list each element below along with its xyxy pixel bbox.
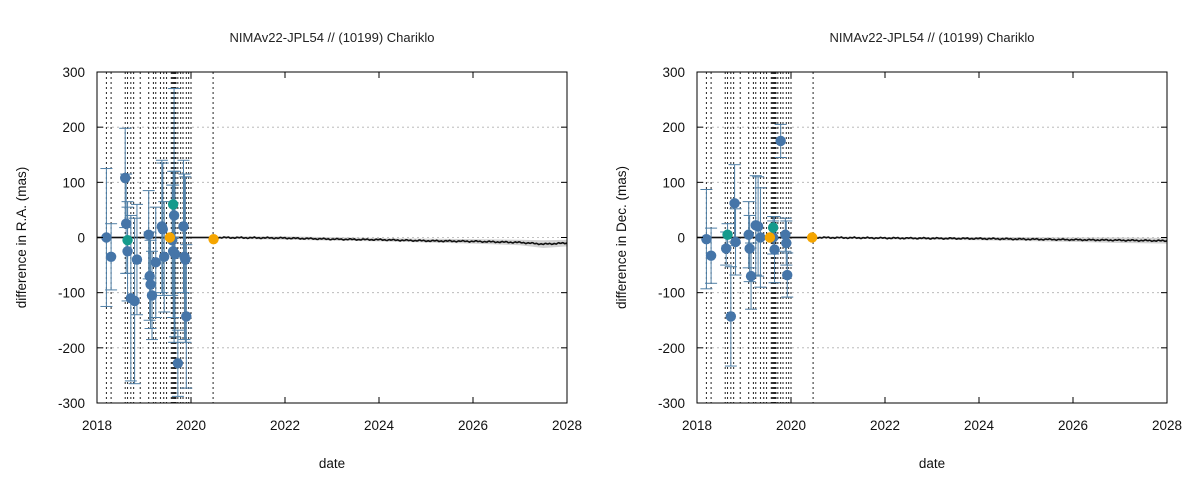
y-tick-label: -300 [658,396,685,411]
data-point [764,232,776,243]
x-tick-label: 2026 [1058,418,1088,433]
y-tick-label: 0 [677,231,685,246]
data-point [730,236,741,248]
data-point [755,232,766,243]
data-point [164,232,176,243]
data-point [122,246,133,257]
chart-title: NIMAv22-JPL54 // (10199) Chariklo [230,30,435,45]
data-point [101,232,112,243]
data-point [806,232,818,243]
y-tick-label: -100 [58,286,85,301]
dec-difference-chart: NIMAv22-JPL54 // (10199) Chariklo -300 -20… [614,30,1182,471]
data-point [745,270,757,282]
y-tick-label: -100 [658,286,685,301]
data-point [146,290,158,301]
data-point [172,358,184,369]
y-tick-label: 0 [77,231,85,246]
data-point [769,244,780,255]
data-point [725,311,737,322]
data-point [145,279,156,290]
y-tick-label: 100 [62,175,85,190]
data-point [168,210,180,221]
x-tick-label: 2026 [458,418,488,433]
y-tick-label: -300 [58,396,85,411]
data-point [143,229,154,240]
y-tick-label: 200 [62,120,85,135]
data-point [767,222,779,233]
y-tick-label: -200 [58,341,85,356]
y-tick-label: 200 [662,120,685,135]
data-point [743,229,754,240]
x-tick-label: 2022 [270,418,300,433]
data-point [159,251,170,263]
data-point [167,199,179,210]
x-tick-label: 2024 [364,418,395,433]
data-point [157,224,168,235]
data-point [705,250,717,261]
data-point [722,229,733,240]
data-point [781,237,792,249]
x-tick-label: 2022 [870,418,900,433]
data-point [122,235,133,246]
data-point [720,243,732,254]
y-tick-label: 300 [662,65,685,80]
model-uncertainty-band [97,236,567,248]
x-tick-label: 2020 [176,418,206,433]
data-point [782,269,793,281]
y-axis-label: difference in Dec. (mas) [614,166,629,309]
data-point [178,221,189,232]
ra-difference-chart: NIMAv22-JPL54 // (10199) Chariklo -300 -20… [14,30,582,471]
chart-title: NIMAv22-JPL54 // (10199) Chariklo [830,30,1035,45]
data-point [120,218,132,229]
data-point [180,254,191,265]
x-tick-label: 2028 [1152,418,1182,433]
data-point [744,243,755,254]
data-point [169,248,181,260]
data-point [105,251,117,263]
data-point [752,221,764,232]
x-tick-label: 2028 [552,418,582,433]
x-tick-label: 2018 [682,418,712,433]
y-tick-label: 100 [662,175,685,190]
data-point [775,135,786,147]
data-point [120,172,131,184]
data-point [729,198,740,209]
y-tick-label: -200 [658,341,685,356]
x-axis-label: date [319,456,345,471]
x-tick-label: 2024 [964,418,995,433]
data-point [131,254,143,265]
data-point [181,311,192,322]
y-tick-label: 300 [62,65,85,80]
data-point [780,229,791,240]
data-point [208,233,219,245]
y-axis-label: difference in R.A. (mas) [14,167,29,309]
x-tick-label: 2018 [82,418,112,433]
x-axis-label: date [919,456,945,471]
data-point [144,270,155,282]
x-tick-label: 2020 [776,418,806,433]
data-point [701,233,712,245]
data-point [129,295,140,307]
data-point [150,257,161,268]
